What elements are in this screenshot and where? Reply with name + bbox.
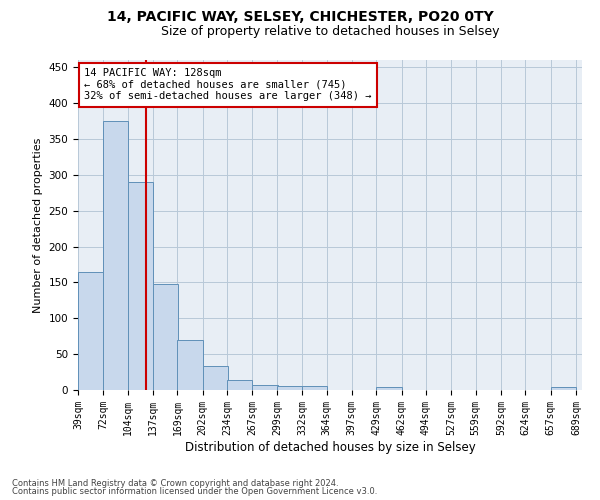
Bar xyxy=(78,272,103,390)
Text: 14, PACIFIC WAY, SELSEY, CHICHESTER, PO20 0TY: 14, PACIFIC WAY, SELSEY, CHICHESTER, PO2… xyxy=(107,10,493,24)
Bar xyxy=(203,366,228,390)
Text: 14 PACIFIC WAY: 128sqm
← 68% of detached houses are smaller (745)
32% of semi-de: 14 PACIFIC WAY: 128sqm ← 68% of detached… xyxy=(84,68,371,102)
Bar xyxy=(178,340,203,390)
X-axis label: Distribution of detached houses by size in Selsey: Distribution of detached houses by size … xyxy=(185,440,475,454)
Text: Contains public sector information licensed under the Open Government Licence v3: Contains public sector information licen… xyxy=(12,487,377,496)
Bar xyxy=(128,182,153,390)
Bar xyxy=(227,380,253,390)
Bar xyxy=(153,284,178,390)
Text: Contains HM Land Registry data © Crown copyright and database right 2024.: Contains HM Land Registry data © Crown c… xyxy=(12,478,338,488)
Bar xyxy=(376,387,401,390)
Title: Size of property relative to detached houses in Selsey: Size of property relative to detached ho… xyxy=(161,25,499,38)
Bar xyxy=(253,385,278,390)
Bar xyxy=(302,386,328,390)
Bar xyxy=(551,387,576,390)
Bar xyxy=(103,121,128,390)
Bar xyxy=(277,386,302,390)
Y-axis label: Number of detached properties: Number of detached properties xyxy=(33,138,43,312)
